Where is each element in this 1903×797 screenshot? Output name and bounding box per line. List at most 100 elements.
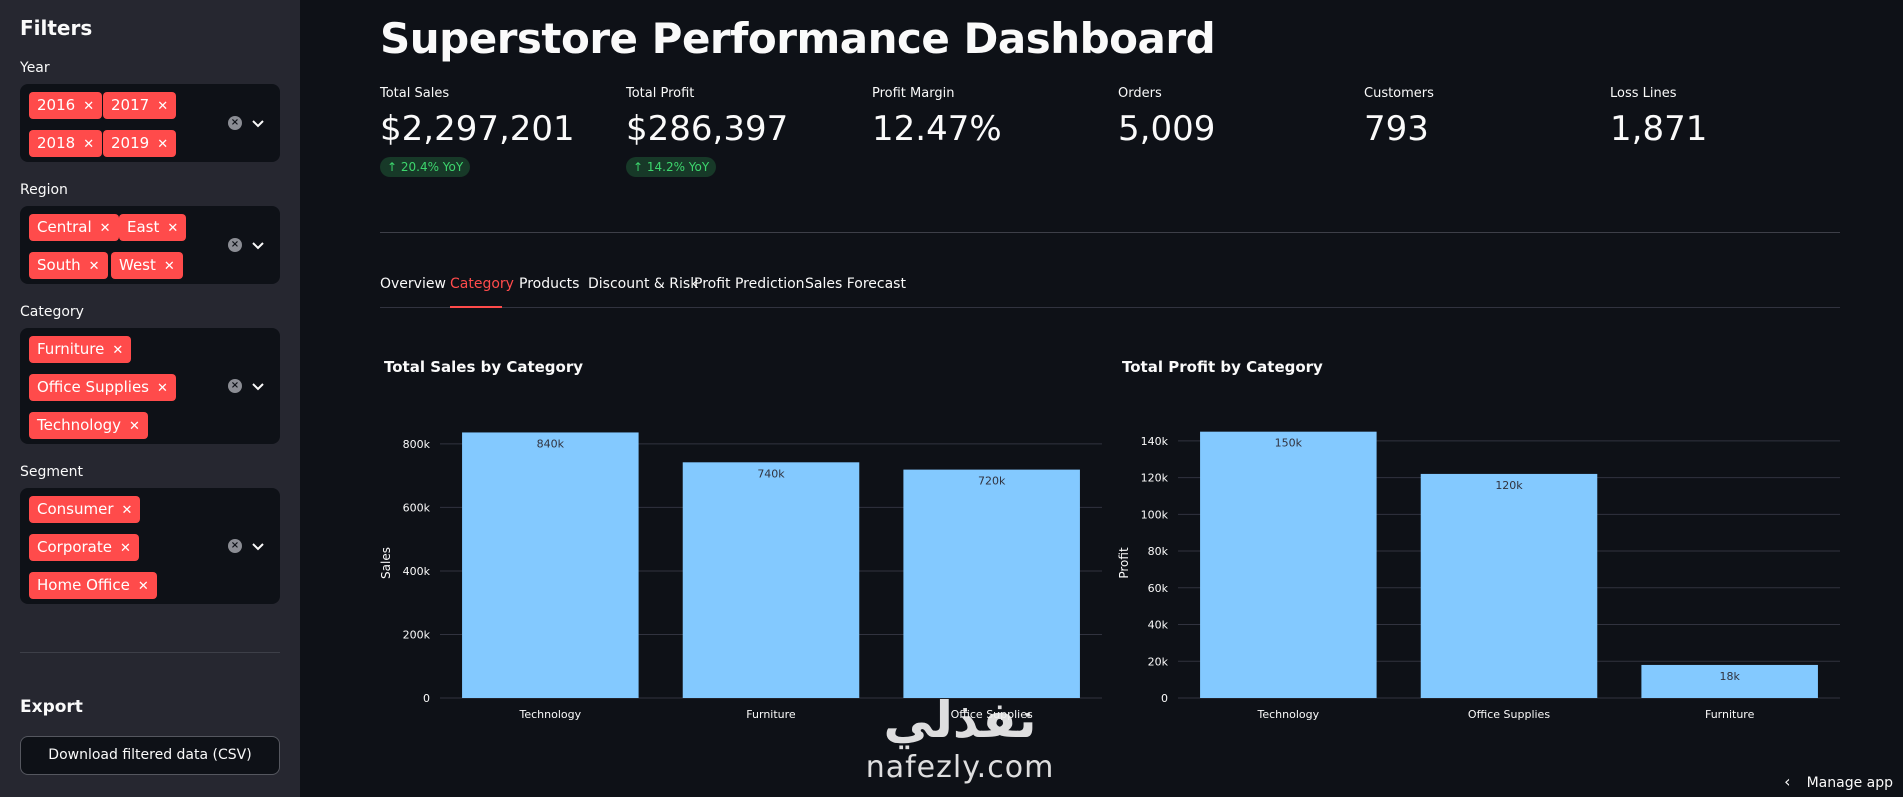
bar [1420,473,1598,698]
year-filter-label: Year [20,60,50,76]
x-tick-label: Technology [519,708,582,721]
metric-value: 793 [1364,109,1429,149]
remove-icon[interactable]: ✕ [137,579,149,594]
y-axis-title: Profit [1117,547,1131,579]
tab-products[interactable]: Products [519,276,580,292]
y-tick-label: 120k [1141,472,1169,485]
tab-discount-risk[interactable]: Discount & Risk [588,276,699,292]
bar-data-label: 720k [978,475,1006,488]
metric-label: Total Profit [626,86,695,101]
chip-2018[interactable]: 2018 ✕ [29,130,103,157]
metric-label: Profit Margin [872,86,955,101]
remove-icon[interactable]: ✕ [120,541,131,556]
remove-icon[interactable]: ✕ [121,503,133,518]
chip-corporate[interactable]: Corporate ✕ [29,534,139,561]
bar [462,432,639,698]
tab-profit-prediction[interactable]: Profit Prediction [694,276,805,292]
chip-2019[interactable]: 2019 ✕ [103,130,177,157]
metric-customers: Customers 793 [1364,86,1594,149]
chart-title-sales: Total Sales by Category [384,358,584,376]
segment-multiselect[interactable]: Consumer ✕ Corporate ✕ Home Office ✕ × [20,488,280,604]
x-tick-label: Furniture [746,708,796,721]
y-tick-label: 200k [403,628,431,641]
y-axis-title: Sales [379,547,393,579]
chip-2017[interactable]: 2017 ✕ [103,92,177,119]
remove-icon[interactable]: ✕ [157,381,168,396]
metric-value: 1,871 [1610,109,1708,149]
chip-home-office[interactable]: Home Office ✕ [29,572,157,599]
metric-label: Total Sales [380,86,450,101]
watermark-arabic: نفذلي [883,691,1037,749]
manage-app-label: Manage app [1806,775,1893,791]
remove-icon[interactable]: ✕ [157,137,169,152]
metric-label: Loss Lines [1610,86,1677,101]
tab-overview[interactable]: Overview [380,276,446,292]
active-tab-indicator [450,306,502,308]
page-title: Superstore Performance Dashboard [380,14,1216,63]
y-tick-label: 0 [1161,692,1168,705]
clear-all-icon[interactable]: × [228,238,242,252]
sidebar-title: Filters [20,16,93,40]
region-multiselect[interactable]: Central ✕ East ✕ South ✕ West ✕ × [20,206,280,284]
chevron-down-icon[interactable] [250,538,266,554]
y-tick-label: 60k [1148,582,1169,595]
metric-loss-lines: Loss Lines 1,871 [1610,86,1840,149]
remove-icon[interactable]: ✕ [83,137,95,152]
remove-icon[interactable]: ✕ [83,99,95,114]
bar [903,469,1080,698]
chip-east[interactable]: East ✕ [119,214,187,241]
tab-bar: Overview Category Products Discount & Ri… [380,276,1840,308]
sidebar-divider [20,652,280,653]
y-tick-label: 0 [423,692,430,705]
category-filter-label: Category [20,304,84,320]
remove-icon[interactable]: ✕ [88,259,100,274]
chevron-down-icon[interactable] [250,378,266,394]
y-tick-label: 20k [1148,655,1169,668]
remove-icon[interactable]: ✕ [163,259,175,274]
chart-title-profit: Total Profit by Category [1122,358,1323,376]
x-tick-label: Office Supplies [1468,708,1550,721]
metric-value: 12.47% [872,109,1002,149]
metric-total-sales: Total Sales $2,297,201 ↑ 20.4% YoY [380,86,610,177]
tab-category[interactable]: Category [450,276,514,292]
bar-data-label: 740k [757,467,785,480]
x-tick-label: Furniture [1705,708,1755,721]
chip-2016[interactable]: 2016 ✕ [29,92,103,119]
chip-consumer[interactable]: Consumer ✕ [29,496,141,523]
bar [1641,664,1818,698]
y-tick-label: 600k [403,501,431,514]
y-tick-label: 80k [1148,545,1169,558]
remove-icon[interactable]: ✕ [129,419,140,434]
download-csv-button[interactable]: Download filtered data (CSV) [20,736,280,775]
remove-icon[interactable]: ✕ [99,221,111,236]
bar-data-label: 840k [537,437,565,450]
y-tick-label: 400k [403,565,431,578]
remove-icon[interactable]: ✕ [167,221,179,236]
chip-office-supplies[interactable]: Office Supplies ✕ [29,374,176,401]
y-tick-label: 140k [1141,435,1169,448]
clear-all-icon[interactable]: × [228,539,242,553]
clear-all-icon[interactable]: × [228,379,242,393]
chip-west[interactable]: West ✕ [111,252,183,279]
watermark-logo: نفذلي nafezly.com [850,690,1070,785]
year-multiselect[interactable]: 2016 ✕ 2017 ✕ 2018 ✕ 2019 ✕ × [20,84,280,162]
bar [1200,431,1377,698]
profit-by-category-chart: 0 20k 40k 60k 80k 100k 120k 140k Profit 150k Techn… [1117,431,1840,721]
clear-all-icon[interactable]: × [228,116,242,130]
remove-icon[interactable]: ✕ [112,343,124,358]
chip-technology[interactable]: Technology ✕ [29,412,148,439]
chip-furniture[interactable]: Furniture ✕ [29,336,132,363]
remove-icon[interactable]: ✕ [157,99,169,114]
chevron-down-icon[interactable] [250,237,266,253]
chip-south[interactable]: South ✕ [29,252,108,279]
metric-value: $286,397 [626,109,789,149]
metric-delta: ↑ 20.4% YoY [380,157,471,177]
manage-app-button[interactable]: ‹ Manage app [1784,772,1893,791]
tab-sales-forecast[interactable]: Sales Forecast [805,276,906,292]
chip-central[interactable]: Central ✕ [29,214,119,241]
category-multiselect[interactable]: Furniture ✕ Office Supplies ✕ Technology ✕ … [20,328,280,444]
bar-data-label: 120k [1495,479,1523,492]
chevron-down-icon[interactable] [250,115,266,131]
y-tick-label: 40k [1148,619,1169,632]
bar-data-label: 18k [1719,670,1740,683]
